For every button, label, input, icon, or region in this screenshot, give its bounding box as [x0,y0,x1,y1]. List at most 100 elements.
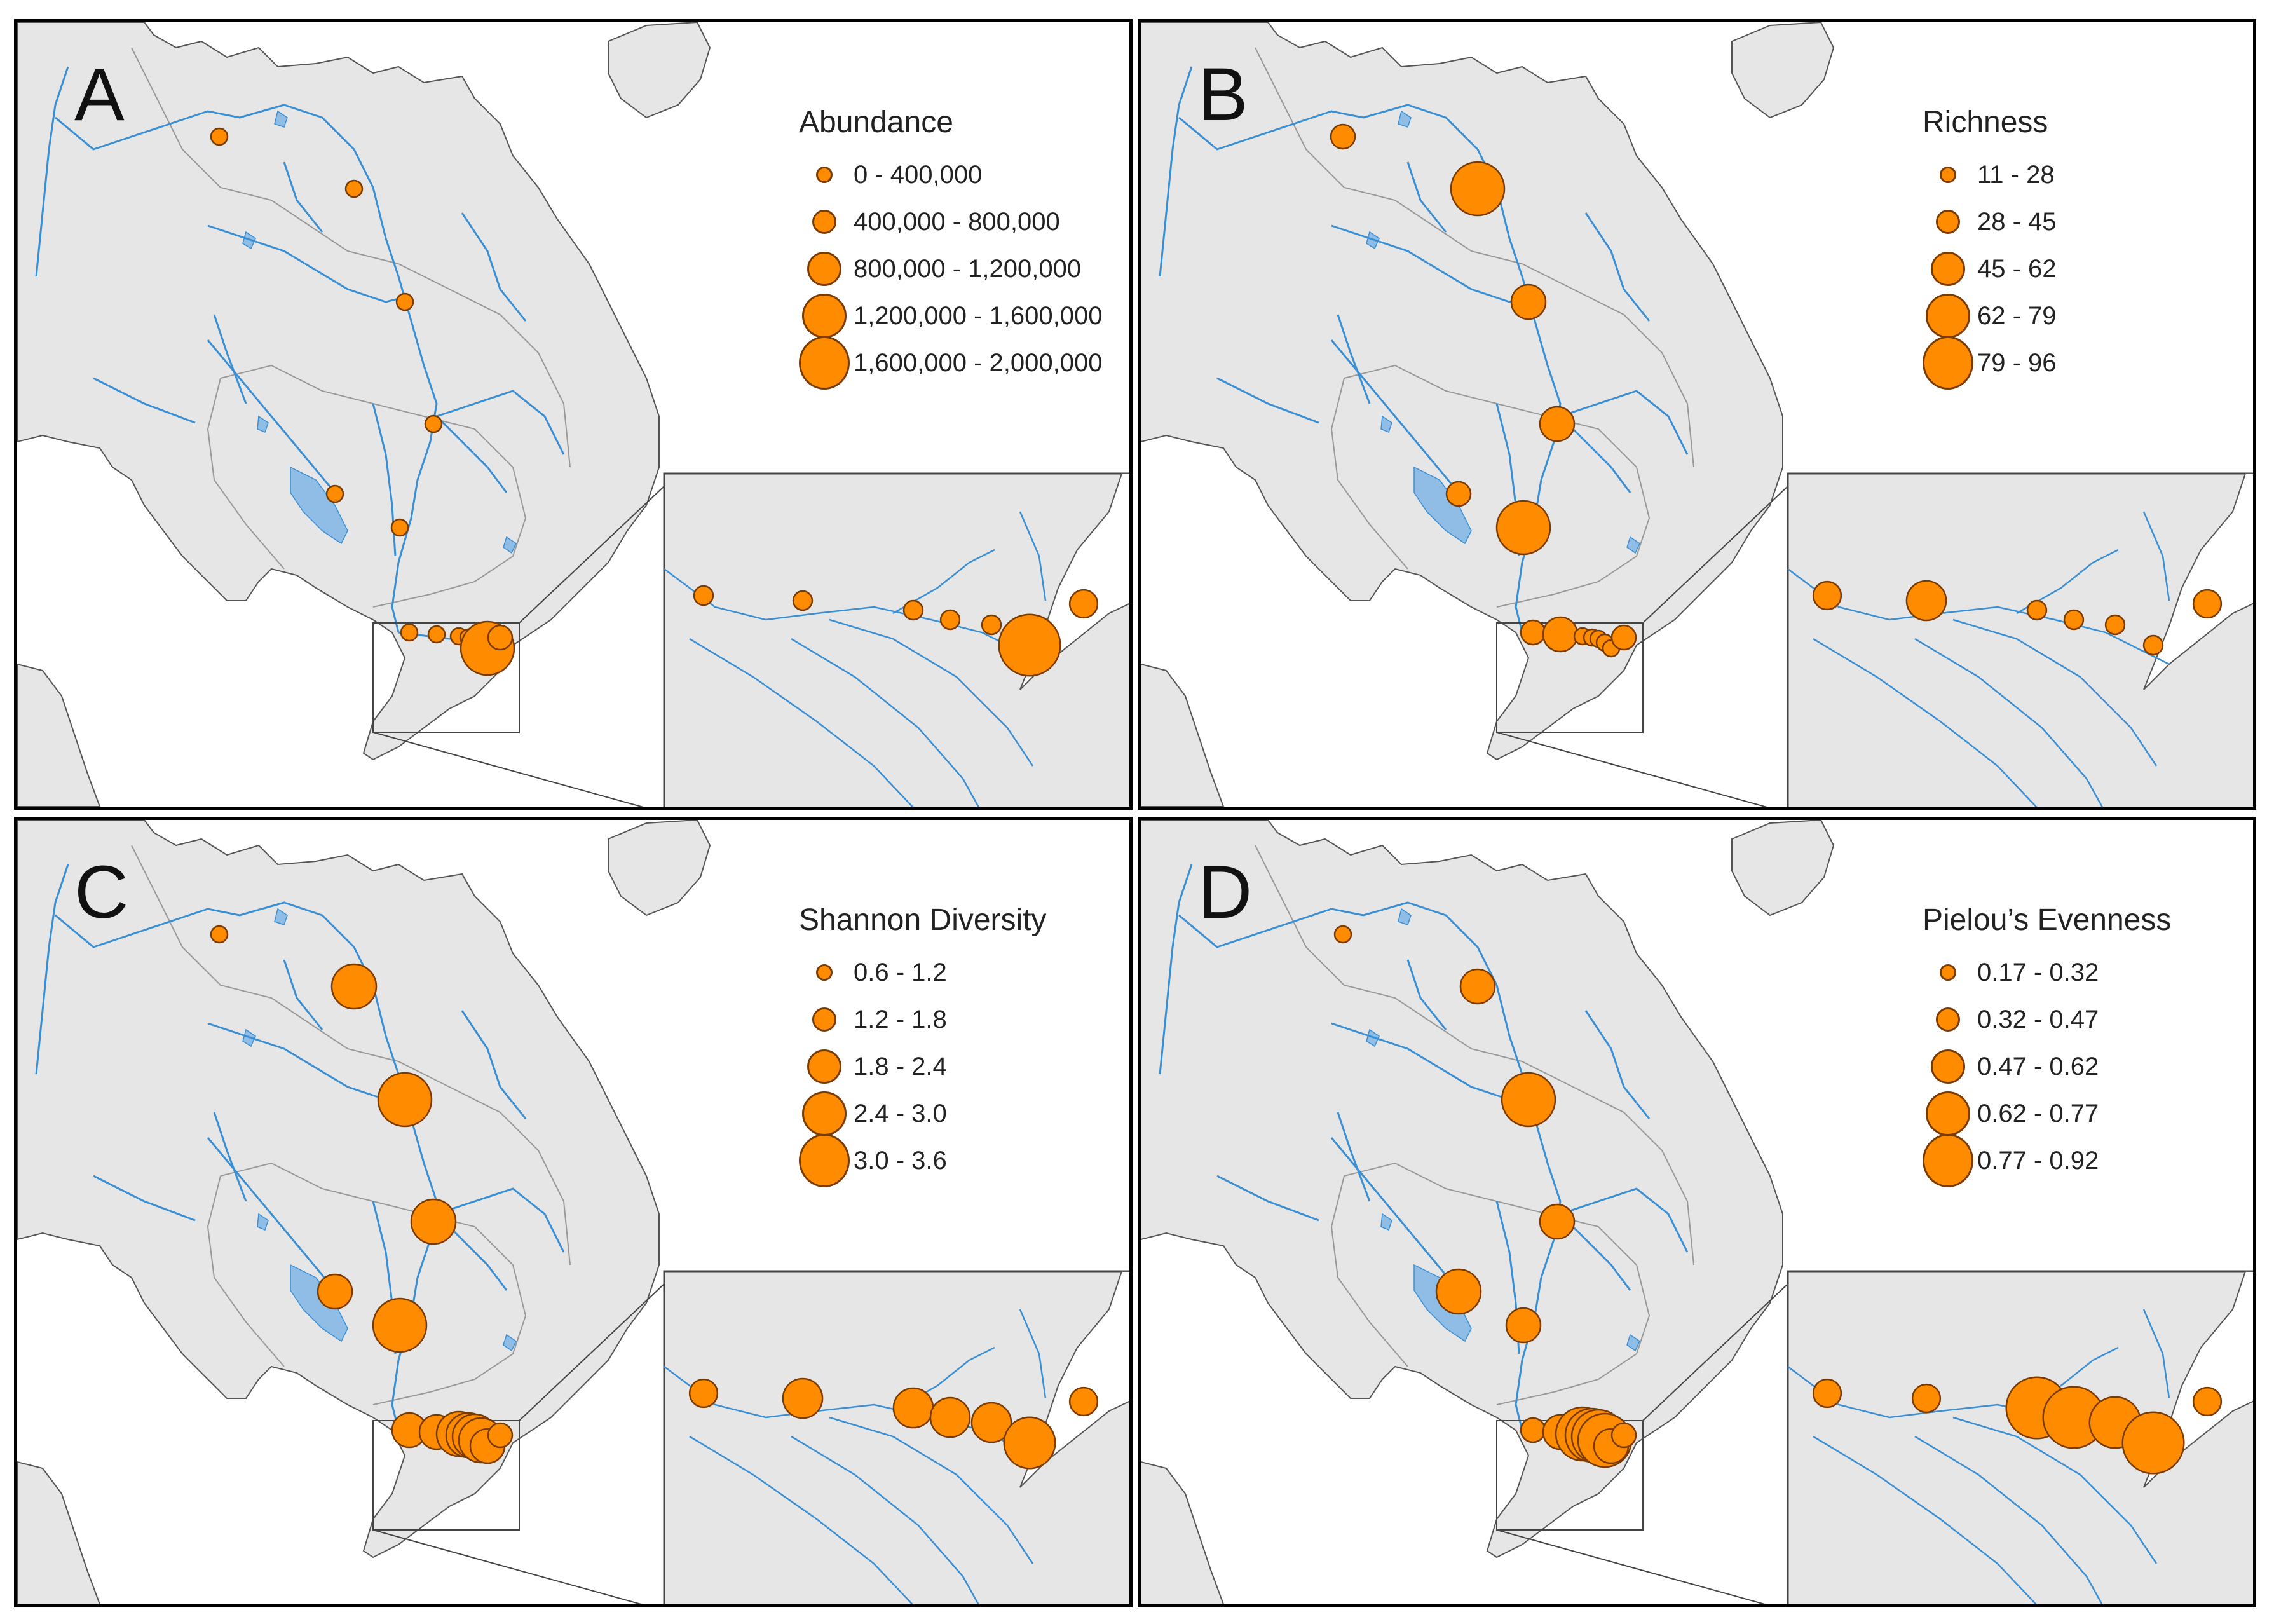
map-canvas [17,22,1129,807]
inset-sampling-site [998,613,1061,677]
inset-river [1952,1416,2158,1564]
inset-river [1019,1309,1047,1399]
sampling-site [1459,968,1496,1005]
lake [257,1213,269,1231]
inset-river [689,638,914,807]
country-border [398,263,571,468]
legend: Richness 11 - 28 28 - 45 45 - 62 62 - 79 79 -… [1923,105,2057,390]
sampling-site [377,1072,433,1128]
inset-river [1019,511,1047,601]
legend-label: 1,200,000 - 1,600,000 [854,301,1103,330]
legend-entry: 1.8 - 2.4 [799,1043,1047,1090]
river [93,377,196,424]
inset-river [791,638,979,807]
legend-circle-symbol [1923,1134,1973,1187]
legend-circle-symbol [799,1134,850,1187]
legend-circle-symbol [812,1007,836,1032]
legend-circle-symbol [1926,294,1970,338]
inset-sampling-site [1068,1386,1099,1417]
island [1731,22,1835,119]
legend-circle-symbol [807,252,841,286]
legend-entry: 400,000 - 800,000 [799,198,1102,245]
sampling-site [317,1273,353,1310]
lake [274,908,288,925]
inset-sampling-site [1812,580,1842,611]
legend-circle-symbol [1923,336,1973,390]
lake [1380,1213,1392,1231]
river [207,1137,336,1291]
legend-entry: 3.0 - 3.6 [799,1134,1047,1187]
lake [1380,415,1392,433]
inset-sampling-site [2026,599,2048,621]
country-border [1255,47,1523,264]
legend-entry: 0.62 - 0.77 [1923,1090,2171,1137]
sampling-site [400,623,419,642]
panel-letter: B [1198,53,1248,137]
river [1406,161,1447,233]
map-canvas [1141,22,2253,807]
country-border [1255,845,1523,1062]
legend-circle-symbol [1931,252,1965,286]
river [436,1187,565,1253]
sampling-site [427,625,446,644]
inset-river [2142,511,2170,601]
inset-connector [1642,1283,1788,1421]
river [1560,390,1689,455]
river [1584,212,1651,322]
sampling-site [372,1297,428,1353]
inset-sampling-site [792,590,814,611]
sampling-site [1333,925,1352,944]
inset-sampling-site [970,1402,1012,1443]
sampling-site [1450,161,1506,217]
legend-circle-symbol [1931,1049,1965,1084]
inset-sampling-site [782,1377,824,1419]
sampling-site [1435,1268,1482,1315]
island [608,820,711,917]
country-border [398,1061,571,1266]
inset-sampling-site [2192,589,2223,619]
inset-sampling-site [1905,580,1947,622]
legend-entry: 0.17 - 0.32 [1923,949,2171,996]
river [1216,377,1319,424]
sampling-site [487,624,514,651]
map-panel-a: A Abundance 0 - 400,000 400,000 - 800,000 80… [14,19,1133,810]
inset-river [1952,618,2158,767]
legend-circle-symbol [816,964,833,981]
legend-label: 0 - 400,000 [854,160,983,189]
inset-sampling-site [939,609,961,631]
river [1159,66,1193,277]
legend-circle-symbol [1936,1007,1960,1032]
inset-river [1813,638,2038,807]
sampling-site [1539,1203,1576,1240]
river [1178,901,1562,1431]
inset-river [1787,568,2170,665]
legend-entry: 0 - 400,000 [799,151,1102,198]
sampling-site [410,1198,457,1245]
river [213,1112,247,1202]
sampling-site [1610,1422,1637,1449]
inset-connector [519,486,665,624]
legend-label: 0.17 - 0.32 [1977,958,2099,986]
inset-sampling-site [902,599,924,621]
sampling-site [487,1422,514,1449]
inset-river [829,618,1034,767]
legend-circle-symbol [807,1049,841,1084]
sampling-site [1505,1307,1542,1344]
inset-map [663,1270,1129,1604]
legend-entry: 0.32 - 0.47 [1923,996,2171,1043]
river [1337,314,1371,404]
inset-sampling-site [2192,1386,2223,1417]
legend-label: 2.4 - 3.0 [854,1099,947,1128]
legend-entry: 0.6 - 1.2 [799,949,1047,996]
sampling-site [1501,1072,1556,1128]
country-border [1522,1061,1694,1266]
sampling-site [1542,616,1579,653]
landmass [17,820,660,1559]
lake [257,415,269,433]
panel-letter: D [1198,850,1253,934]
map-canvas [1141,820,2253,1604]
river [283,161,323,233]
legend-entry: 2.4 - 3.0 [799,1090,1047,1137]
legend-circle-symbol [1926,1091,1970,1136]
inset-sampling-site [693,585,714,606]
